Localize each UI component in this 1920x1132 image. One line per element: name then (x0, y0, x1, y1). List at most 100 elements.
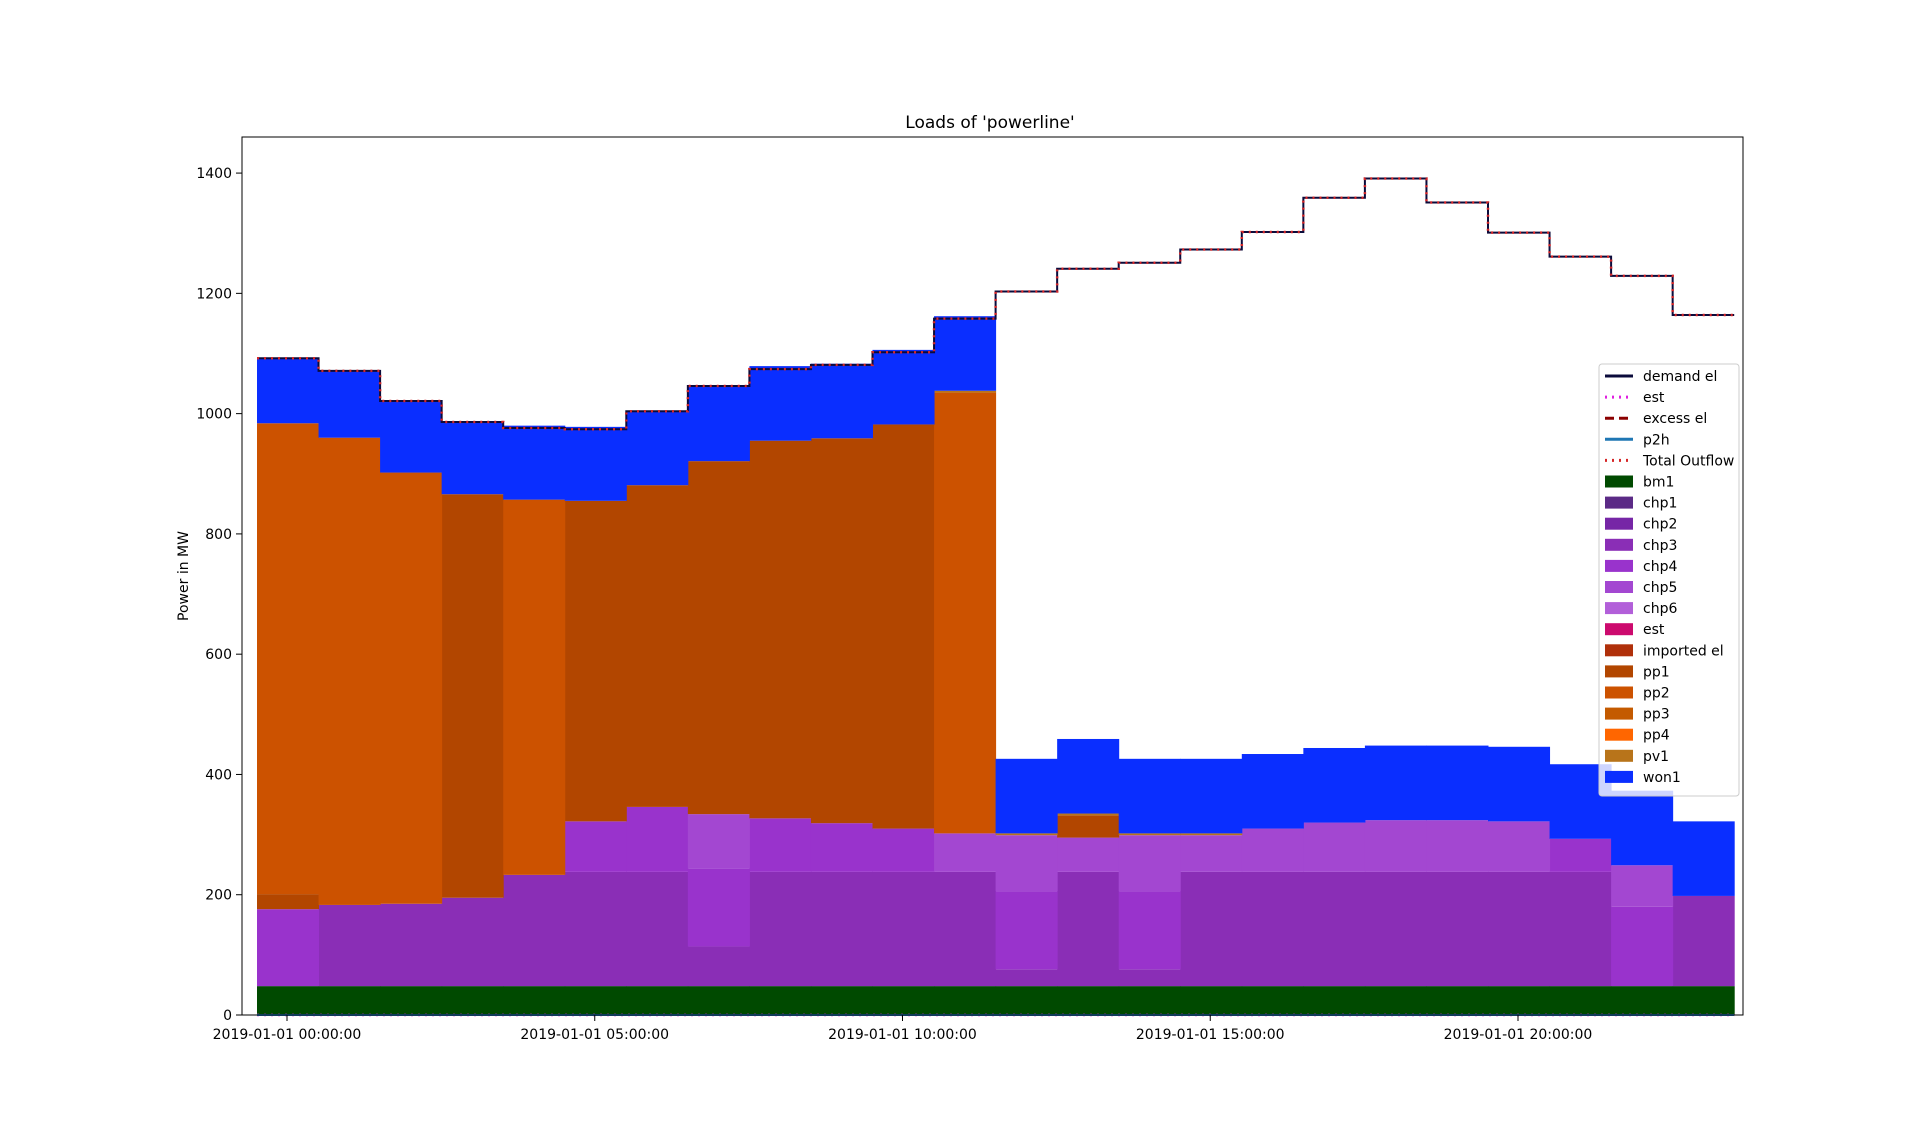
y-tick-label: 0 (223, 1008, 232, 1024)
area-segment-chp5 (1118, 835, 1181, 892)
area-segment-chp4 (995, 891, 1058, 970)
y-tick-label: 400 (205, 767, 232, 783)
legend-swatch-est (1605, 623, 1633, 636)
area-segment-chp5 (1426, 820, 1489, 872)
plot-frame (241, 136, 1744, 1016)
area-segment-bm1 (626, 986, 689, 1015)
y-tick-label: 1000 (196, 407, 232, 423)
area-segment-chp4 (687, 868, 750, 947)
x-tick-label: 2019-01-01 00:00:00 (213, 1027, 362, 1043)
area-segment-won1 (1118, 758, 1181, 834)
area-segment-won1 (257, 358, 320, 424)
area-segment-pp2 (257, 423, 320, 895)
x-axis: 2019-01-01 00:00:00 2019-01-01 05:00:00 20… (213, 1015, 1592, 1043)
area-segment-chp4 (810, 823, 873, 872)
area-segment-bm1 (503, 986, 566, 1015)
area-segment-chp5 (1180, 835, 1243, 872)
area-segment-won1 (995, 758, 1058, 834)
area-segment-won1 (318, 371, 381, 438)
legend-label: Total Outflow (1642, 453, 1734, 469)
legend-label: pp4 (1643, 728, 1670, 744)
area-segment-won1 (626, 410, 689, 486)
legend-label: est (1643, 390, 1665, 406)
area-segment-won1 (1611, 790, 1674, 866)
legend-label: chp1 (1643, 496, 1677, 512)
area-segment-bm1 (1488, 986, 1551, 1015)
area-segment-pv1 (1118, 833, 1181, 836)
area-segment-bm1 (1118, 986, 1181, 1015)
area-segment-pp1 (564, 500, 627, 822)
legend-label: chp2 (1643, 517, 1677, 533)
area-segment-bm1 (441, 986, 504, 1015)
area-segment-bm1 (1549, 986, 1612, 1015)
area-segment-pv1 (1057, 813, 1120, 816)
y-tick-label: 800 (205, 527, 232, 543)
legend-swatch-bm1 (1605, 475, 1633, 488)
area-segment-bm1 (1241, 986, 1304, 1015)
area-segment-chp3 (1488, 871, 1551, 987)
y-tick-label: 1400 (196, 166, 232, 182)
area-segment-won1 (1241, 754, 1304, 829)
area-segment-chp3 (1118, 969, 1181, 987)
area-segment-chp5 (934, 833, 997, 872)
area-segment-pp2 (318, 437, 381, 905)
legend-swatch-imported-el (1605, 644, 1633, 657)
legend-label: pp1 (1643, 664, 1670, 680)
area-segment-pp1 (810, 438, 873, 824)
area-segment-pp1 (1057, 815, 1120, 838)
area-segment-won1 (1303, 747, 1366, 823)
legend-label: chp4 (1643, 559, 1677, 575)
area-segment-won1 (1672, 821, 1735, 896)
area-segment-chp3 (1303, 871, 1366, 987)
area-segment-bm1 (564, 986, 627, 1015)
area-segment-won1 (872, 349, 935, 425)
area-segment-chp5 (1611, 865, 1674, 907)
area-segment-chp4 (1611, 906, 1674, 987)
area-segment-pp1 (441, 494, 504, 898)
y-tick-label: 600 (205, 647, 232, 663)
legend-swatch-chp3 (1605, 538, 1633, 551)
area-segment-pp1 (626, 485, 689, 807)
area-segment-pv1 (1180, 833, 1243, 836)
area-segment-bm1 (1364, 986, 1427, 1015)
legend: demand el est excess el p2h Total Outflow bm1… (1598, 363, 1740, 797)
area-segment-pp2 (503, 499, 566, 875)
area-segment-bm1 (1057, 986, 1120, 1015)
area-segment-bm1 (995, 986, 1058, 1015)
area-segment-won1 (687, 386, 750, 462)
legend-label: excess el (1643, 411, 1707, 427)
y-tick-label: 1200 (196, 286, 232, 302)
legend-label: chp3 (1643, 538, 1677, 554)
legend-swatch-pp4 (1605, 728, 1633, 741)
legend-label: pp3 (1643, 707, 1670, 723)
area-segment-won1 (564, 426, 627, 501)
area-segment-chp5 (995, 835, 1058, 892)
area-segment-won1 (749, 366, 812, 441)
area-segment-won1 (1180, 758, 1243, 834)
legend-label: demand el (1643, 369, 1717, 385)
area-segment-chp3 (934, 871, 997, 987)
legend-swatch-pp2 (1605, 686, 1633, 699)
area-segment-won1 (934, 316, 997, 391)
area-segment-chp3 (380, 903, 443, 987)
area-segment-won1 (441, 422, 504, 495)
area-segment-chp3 (1426, 871, 1489, 987)
plot-area (257, 316, 1735, 1015)
legend-label: imported el (1643, 643, 1724, 659)
area-segment-won1 (380, 400, 443, 473)
area-segment-chp4 (564, 821, 627, 872)
area-segment-bm1 (1611, 986, 1674, 1015)
area-segment-chp4 (1118, 891, 1181, 970)
area-segment-won1 (1057, 738, 1120, 814)
area-segment-won1 (810, 363, 873, 439)
area-segment-chp5 (1364, 820, 1427, 872)
legend-swatch-chp1 (1605, 496, 1633, 509)
line-total-outflow (257, 177, 1735, 431)
legend-box (1598, 363, 1740, 797)
area-segment-bm1 (318, 986, 381, 1015)
area-segment-won1 (503, 425, 566, 500)
area-segment-chp3 (995, 969, 1058, 987)
area-segment-chp5 (1303, 822, 1366, 872)
area-segment-chp3 (1364, 871, 1427, 987)
